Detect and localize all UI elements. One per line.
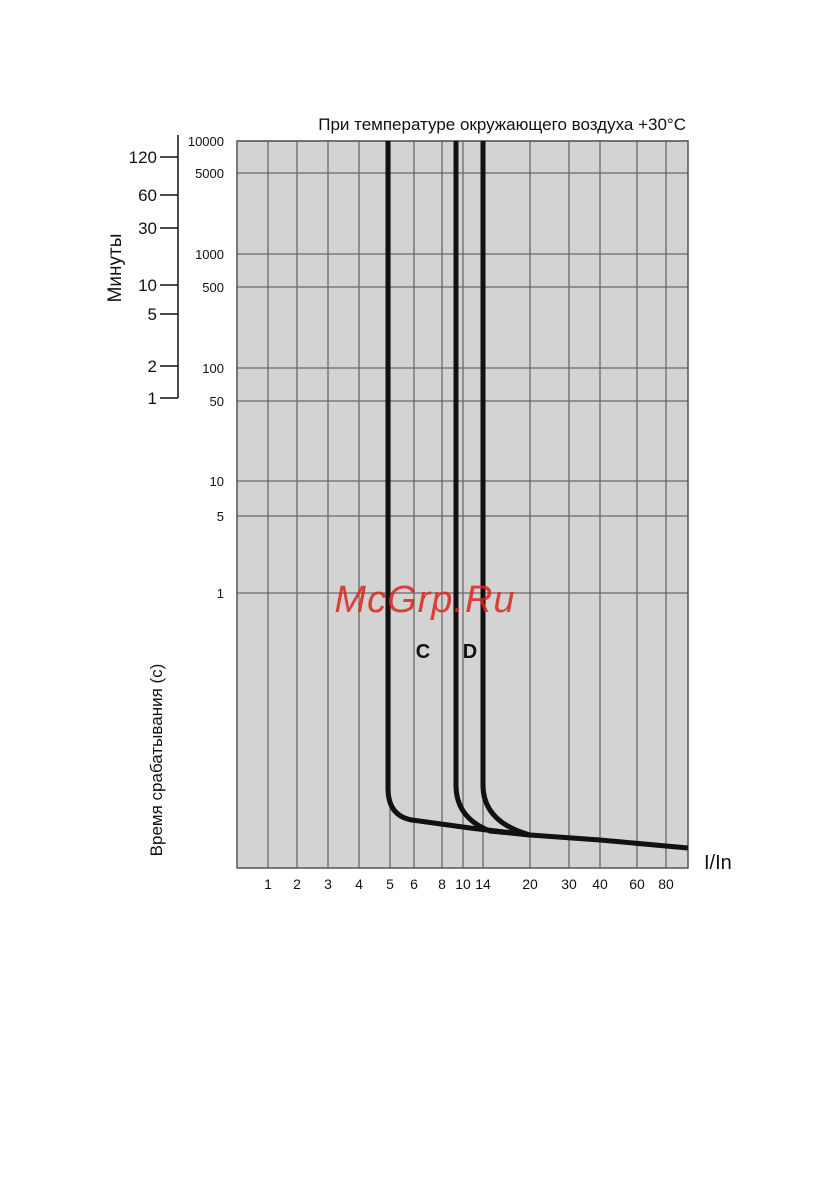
minutes-tick-label: 5 <box>148 305 157 324</box>
x-tick-labels: 1 2 3 4 5 6 8 10 14 20 30 40 60 80 <box>264 876 674 892</box>
x-tick-label: 1 <box>264 876 272 892</box>
minutes-tick-label: 60 <box>138 186 157 205</box>
x-axis-label: I/In <box>704 852 732 874</box>
minutes-tick-label: 1 <box>148 389 157 408</box>
curve-third <box>480 141 531 838</box>
x-tick-label: 4 <box>355 876 363 892</box>
x-tick-label: 60 <box>629 876 645 892</box>
x-tick-label: 20 <box>522 876 538 892</box>
x-tick-label: 40 <box>592 876 608 892</box>
y-axis-label: Время срабатывания (с) <box>147 664 166 857</box>
y-tick-label: 100 <box>202 361 224 376</box>
y-tick-label: 500 <box>202 280 224 295</box>
plot-frame <box>236 140 689 869</box>
y-tick-label: 5 <box>217 509 224 524</box>
x-tick-label: 5 <box>386 876 394 892</box>
x-tick-label: 8 <box>438 876 446 892</box>
curve-d <box>453 141 531 838</box>
y-tick-label: 10 <box>210 474 224 489</box>
y-tick-label: 1000 <box>195 247 224 262</box>
y-tick-label: 5000 <box>195 166 224 181</box>
minutes-axis: 120 60 30 10 5 2 1 <box>129 135 179 408</box>
x-tick-label: 3 <box>324 876 332 892</box>
minutes-tick-label: 30 <box>138 219 157 238</box>
y-tick-label: 10000 <box>188 134 224 149</box>
watermark: McGrp.Ru <box>334 579 515 621</box>
x-tick-label: 80 <box>658 876 674 892</box>
minutes-tick-label: 120 <box>129 148 157 167</box>
y-tick-label: 1 <box>217 586 224 601</box>
seconds-tick-labels: 10000 5000 1000 500 100 50 10 5 1 <box>188 134 224 601</box>
y-tick-label: 50 <box>210 394 224 409</box>
trip-curves <box>385 141 689 851</box>
minutes-tick-label: 10 <box>138 276 157 295</box>
curve-label-c: C <box>416 641 430 663</box>
x-tick-label: 30 <box>561 876 577 892</box>
x-tick-label: 6 <box>410 876 418 892</box>
chart-title: При температуре окружающего воздуха +30°… <box>318 115 686 134</box>
minutes-axis-label: Минуты <box>105 234 126 303</box>
minutes-tick-label: 2 <box>148 357 157 376</box>
x-tick-label: 10 <box>455 876 471 892</box>
x-tick-label: 14 <box>475 876 491 892</box>
x-tick-label: 2 <box>293 876 301 892</box>
curve-label-d: D <box>463 641 477 663</box>
